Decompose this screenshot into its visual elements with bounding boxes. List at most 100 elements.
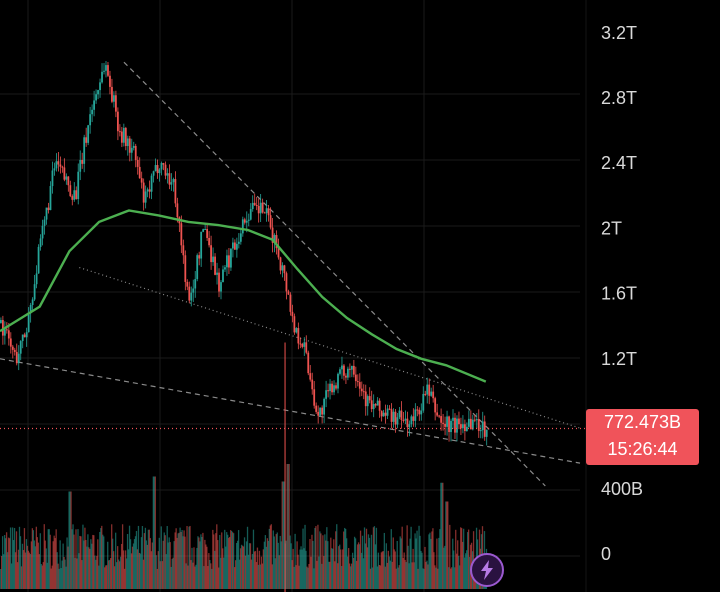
candle-body: [71, 196, 74, 200]
candle-body: [277, 248, 280, 258]
volume-bar: [451, 567, 453, 589]
volume-bar: [419, 535, 421, 589]
candle-body: [224, 267, 226, 270]
volume-bar: [391, 561, 393, 589]
candle-body: [299, 343, 302, 345]
candle-body: [99, 82, 101, 91]
candle-body: [156, 165, 159, 174]
candle-body: [67, 176, 70, 186]
volume-bar: [63, 557, 65, 589]
volume-bar: [98, 565, 100, 589]
volume-bar: [437, 568, 439, 589]
volume-bar: [0, 568, 2, 589]
volume-bar: [208, 553, 210, 589]
candle-body: [7, 330, 10, 339]
candle-body: [239, 233, 242, 242]
volume-bar: [129, 539, 132, 589]
candle-body: [128, 138, 131, 153]
volume-bar: [54, 538, 56, 589]
candle-body: [23, 334, 26, 338]
volume-bar: [51, 565, 53, 589]
candle-body: [354, 374, 357, 382]
volume-bar: [155, 555, 157, 589]
volume-bar: [312, 540, 314, 589]
volume-bar: [358, 544, 361, 589]
volume-bar: [380, 552, 383, 589]
candle-body: [313, 389, 316, 406]
candle-body: [166, 173, 169, 176]
volume-bar: [417, 568, 419, 589]
volume-bar: [42, 562, 44, 589]
price-axis-tick: 1.2T: [601, 349, 637, 369]
volume-bar: [381, 551, 384, 589]
volume-bar: [210, 563, 212, 589]
volume-bar: [256, 547, 259, 589]
volume-bar: [422, 568, 424, 589]
volume-bar: [33, 540, 36, 589]
volume-bar: [353, 536, 356, 589]
volume-bar: [198, 537, 200, 589]
volume-bar: [41, 565, 43, 589]
volume-bar: [337, 563, 339, 589]
volume-bar: [323, 556, 325, 589]
lightning-bolt-button[interactable]: [470, 553, 504, 587]
candle-body: [230, 248, 232, 268]
volume-bar: [241, 545, 244, 589]
candle-body: [122, 127, 125, 143]
candle-body: [47, 207, 50, 211]
candle-body: [335, 385, 337, 389]
volume-bar: [365, 528, 368, 589]
volume-bar: [252, 529, 255, 589]
volume-bar: [139, 553, 142, 589]
candle-body: [255, 205, 258, 207]
volume-bar: [180, 531, 182, 589]
volume-bar: [450, 568, 452, 589]
candle-body: [228, 255, 230, 268]
volume-bar: [220, 557, 222, 589]
candle-body: [366, 396, 369, 407]
candle-body: [164, 164, 167, 176]
volume-bar: [203, 566, 205, 589]
volume-bar: [76, 558, 78, 589]
candle-body: [263, 212, 266, 214]
volume-bar: [395, 568, 397, 589]
volume-bar: [452, 538, 454, 589]
candle-body: [83, 137, 86, 164]
candle-body: [259, 202, 262, 214]
volume-bar: [261, 563, 264, 589]
volume-bar: [447, 501, 449, 589]
candle-body: [333, 385, 335, 393]
volume-bar: [121, 524, 124, 589]
candle-body: [214, 256, 216, 275]
candle-body: [120, 131, 123, 143]
volume-bar: [407, 545, 409, 589]
volume-bar: [116, 546, 119, 589]
candle-body: [77, 171, 80, 200]
volume-bar: [193, 547, 195, 589]
candle-body: [311, 379, 314, 390]
volume-bar: [105, 565, 107, 589]
volume-bar: [148, 529, 151, 589]
volume-bar: [319, 531, 321, 589]
moving-average-line: [0, 209, 487, 383]
volume-bar: [50, 568, 52, 589]
candle-body: [192, 288, 195, 293]
volume-bar: [467, 529, 470, 589]
candle-body: [432, 391, 435, 399]
candle-body: [33, 284, 36, 300]
candle-body: [416, 409, 419, 411]
volume-bar: [416, 530, 418, 589]
volume-bar: [291, 560, 293, 589]
candle-body: [347, 368, 349, 378]
volume-bar: [344, 527, 346, 589]
volume-bar: [378, 565, 381, 589]
volume-bar: [349, 566, 352, 589]
volume-bar: [96, 555, 98, 589]
candle-body: [370, 400, 373, 410]
volume-bar: [75, 529, 77, 589]
volume-bar: [232, 533, 235, 589]
volume-bar: [61, 560, 63, 589]
volume-bar: [244, 555, 247, 589]
volume-bar: [332, 548, 334, 589]
